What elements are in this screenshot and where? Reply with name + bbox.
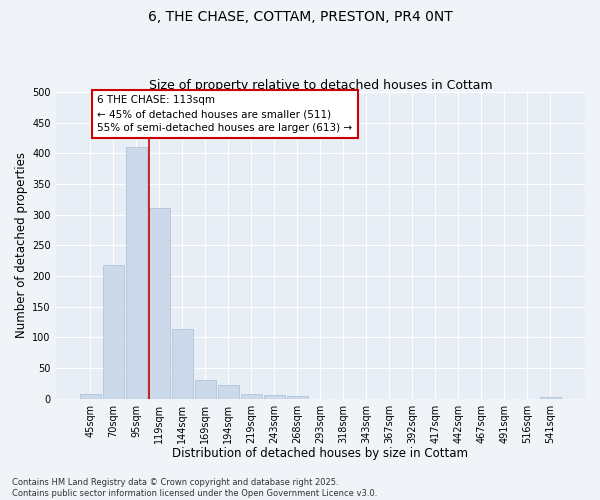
Bar [172, 329, 193, 398]
Bar [241, 394, 262, 398]
Text: 6 THE CHASE: 113sqm
← 45% of detached houses are smaller (511)
55% of semi-detac: 6 THE CHASE: 113sqm ← 45% of detached ho… [97, 95, 352, 133]
Bar [218, 384, 239, 398]
Bar [80, 394, 101, 398]
Y-axis label: Number of detached properties: Number of detached properties [15, 152, 28, 338]
Bar [287, 396, 308, 398]
Text: Contains HM Land Registry data © Crown copyright and database right 2025.
Contai: Contains HM Land Registry data © Crown c… [12, 478, 377, 498]
Bar [126, 146, 147, 398]
Bar [264, 395, 285, 398]
X-axis label: Distribution of detached houses by size in Cottam: Distribution of detached houses by size … [172, 447, 469, 460]
Title: Size of property relative to detached houses in Cottam: Size of property relative to detached ho… [149, 79, 492, 92]
Bar [103, 265, 124, 398]
Text: 6, THE CHASE, COTTAM, PRESTON, PR4 0NT: 6, THE CHASE, COTTAM, PRESTON, PR4 0NT [148, 10, 452, 24]
Bar [149, 208, 170, 398]
Bar [195, 380, 216, 398]
